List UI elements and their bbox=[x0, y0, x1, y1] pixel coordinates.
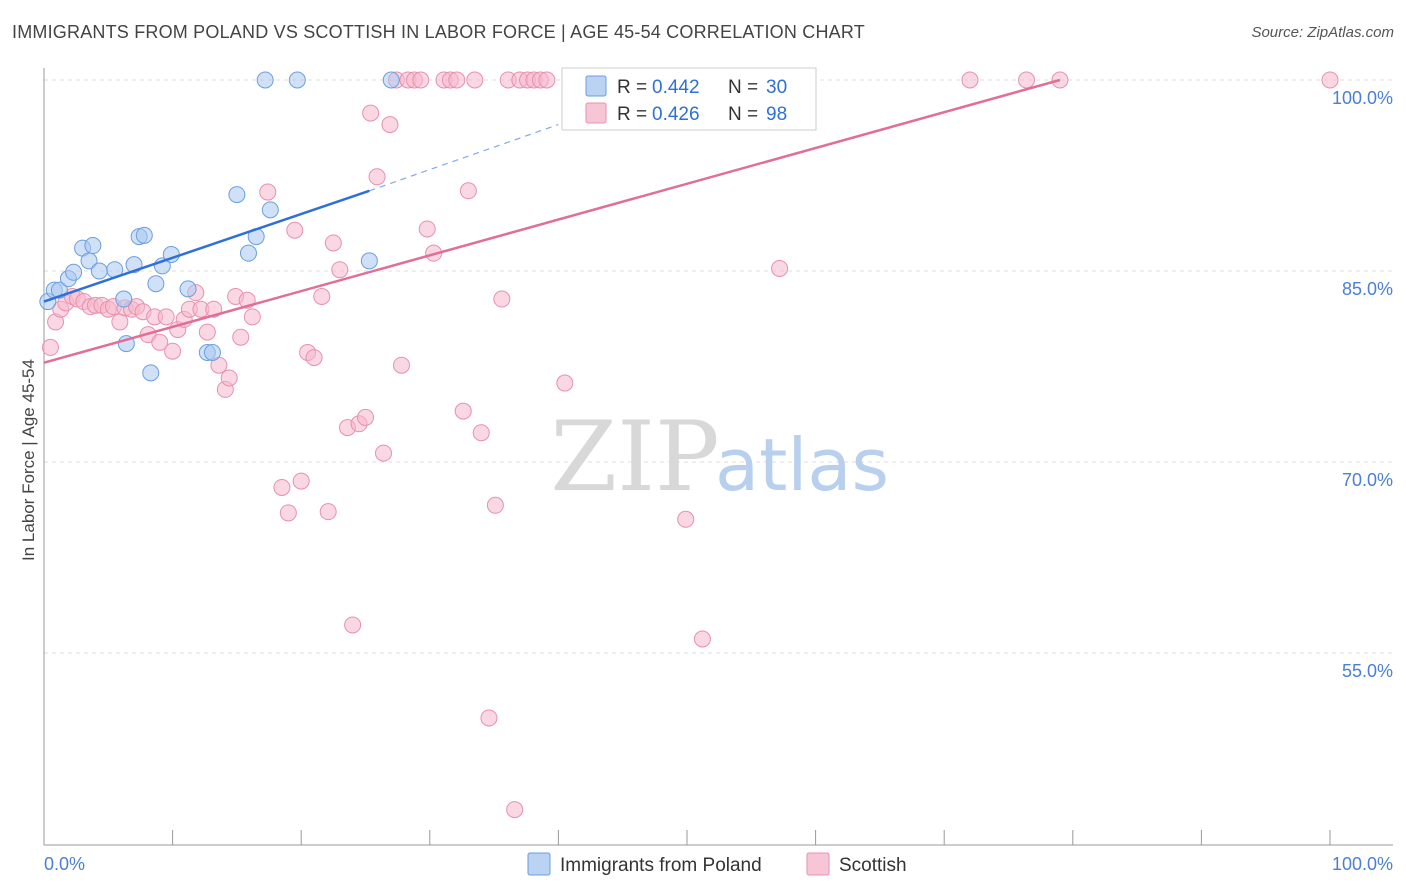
legend-n-value-poland: 30 bbox=[766, 77, 787, 98]
legend-swatch-scottish bbox=[585, 102, 607, 124]
chart-title: IMMIGRANTS FROM POLAND VS SCOTTISH IN LA… bbox=[12, 22, 865, 42]
y-tick-label-85: 85.0% bbox=[1342, 279, 1393, 299]
scottish-point-27 bbox=[198, 323, 216, 341]
y-tick-label-70: 70.0% bbox=[1342, 470, 1393, 490]
source-credit: Source: ZipAtlas.com bbox=[1251, 24, 1394, 41]
scottish-point-42 bbox=[305, 349, 323, 367]
poland-point-22 bbox=[228, 186, 246, 204]
scottish-point-46 bbox=[331, 261, 349, 279]
scottish-point-70 bbox=[486, 496, 504, 514]
scottish-point-20 bbox=[157, 308, 175, 326]
legend-r-label-poland: R = bbox=[617, 77, 647, 98]
x-tick-label-max: 100.0% bbox=[1332, 854, 1393, 874]
scottish-point-53 bbox=[375, 444, 393, 462]
poland-point-14 bbox=[135, 226, 153, 244]
scottish-point-36 bbox=[259, 183, 277, 201]
scottish-point-96 bbox=[1321, 71, 1339, 89]
scottish-point-93 bbox=[961, 71, 979, 89]
poland-point-29 bbox=[382, 71, 400, 89]
scottish-point-91 bbox=[771, 259, 789, 277]
scottish-point-43 bbox=[313, 287, 331, 305]
poland-point-25 bbox=[256, 71, 274, 89]
watermark-zip: ZIP bbox=[550, 401, 719, 513]
scottish-trend-line bbox=[43, 78, 1061, 364]
poland-point-26 bbox=[261, 201, 279, 219]
poland-point-19 bbox=[179, 280, 197, 298]
scottish-point-60 bbox=[418, 220, 436, 238]
scottish-point-54 bbox=[381, 116, 399, 134]
scottish-point-45 bbox=[324, 234, 342, 252]
scottish-point-40 bbox=[292, 472, 310, 490]
scottish-point-31 bbox=[220, 369, 238, 387]
scottish-point-64 bbox=[448, 71, 466, 89]
scottish-point-44 bbox=[319, 503, 337, 521]
scottish-point-33 bbox=[232, 328, 250, 346]
poland-point-15 bbox=[142, 364, 160, 382]
y-tick-label-55: 55.0% bbox=[1342, 661, 1393, 681]
scottish-point-67 bbox=[466, 71, 484, 89]
scottish-point-19 bbox=[151, 333, 169, 351]
scottish-point-50 bbox=[357, 408, 374, 426]
scottish-point-0 bbox=[41, 338, 59, 356]
legend-r-value-poland: 0.442 bbox=[652, 77, 700, 98]
poland-point-16 bbox=[147, 275, 165, 293]
legend-n-value-scottish: 98 bbox=[766, 104, 787, 125]
scottish-point-38 bbox=[279, 504, 297, 522]
poland-point-27 bbox=[288, 71, 306, 89]
scottish-point-94 bbox=[1018, 71, 1036, 89]
scottish-point-21 bbox=[164, 342, 182, 360]
watermark-atlas: atlas bbox=[715, 423, 889, 507]
watermark: ZIP atlas bbox=[550, 401, 889, 513]
series-legend-label-scottish[interactable]: Scottish bbox=[839, 855, 907, 876]
scottish-point-59 bbox=[412, 71, 430, 89]
y-tick-label-100: 100.0% bbox=[1332, 88, 1393, 108]
x-tick-label-min: 0.0% bbox=[44, 854, 85, 874]
scottish-point-37 bbox=[273, 478, 291, 496]
scottish-point-35 bbox=[243, 308, 261, 326]
scottish-point-39 bbox=[286, 221, 304, 239]
scottish-point-66 bbox=[459, 182, 477, 200]
scottish-point-65 bbox=[454, 402, 472, 420]
scottish-point-84 bbox=[677, 510, 695, 528]
scottish-point-85 bbox=[693, 630, 711, 648]
scottish-point-73 bbox=[506, 801, 524, 819]
poland-point-7 bbox=[84, 237, 102, 255]
poland-point-28 bbox=[360, 252, 378, 270]
poland-trend-line bbox=[43, 189, 370, 303]
legend-n-label-poland: N = bbox=[728, 77, 758, 98]
trend-lines bbox=[43, 78, 1061, 364]
scottish-point-78 bbox=[538, 71, 556, 89]
scottish-point-79 bbox=[556, 374, 574, 392]
legend-r-value-scottish: 0.426 bbox=[652, 104, 700, 125]
poland-point-4 bbox=[65, 263, 83, 281]
poland-point-23 bbox=[239, 244, 257, 262]
correlation-legend: R = 0.442 N = 30 R = 0.426 N = 98 bbox=[561, 67, 817, 131]
grid-lines bbox=[44, 79, 1393, 654]
scottish-point-52 bbox=[368, 168, 386, 186]
legend-swatch-poland bbox=[585, 75, 607, 97]
y-axis-label: In Labor Force | Age 45-54 bbox=[19, 359, 38, 561]
scottish-point-71 bbox=[493, 290, 511, 308]
series-legend: Immigrants from Poland Scottish bbox=[527, 852, 907, 876]
axes bbox=[43, 68, 1393, 846]
series-legend-swatch-poland[interactable] bbox=[527, 852, 551, 876]
series-legend-label-poland[interactable]: Immigrants from Poland bbox=[560, 855, 762, 876]
scottish-point-51 bbox=[362, 104, 380, 122]
poland-points bbox=[39, 71, 400, 382]
y-tick-labels: 55.0% 70.0% 85.0% 100.0% bbox=[1332, 88, 1393, 681]
scottish-point-69 bbox=[480, 709, 498, 727]
poland-trend-extension bbox=[369, 124, 559, 192]
scottish-point-68 bbox=[472, 424, 490, 442]
poland-point-21 bbox=[203, 343, 221, 361]
scottish-point-56 bbox=[393, 356, 411, 374]
poland-point-10 bbox=[115, 290, 133, 308]
legend-r-label-scottish: R = bbox=[617, 104, 647, 125]
legend-n-label-scottish: N = bbox=[728, 104, 758, 125]
poland-point-8 bbox=[90, 262, 108, 280]
scottish-point-48 bbox=[344, 616, 362, 634]
series-legend-swatch-scottish[interactable] bbox=[806, 852, 830, 876]
